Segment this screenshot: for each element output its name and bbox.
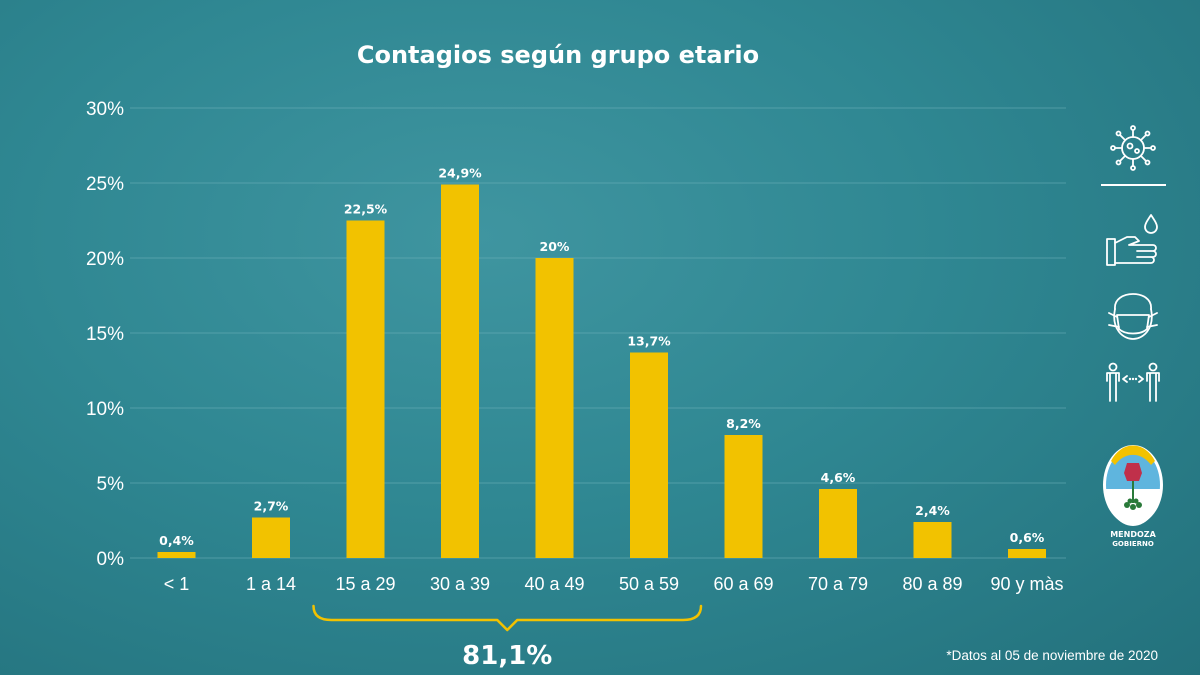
data-label: 20% — [540, 239, 570, 254]
y-tick-label: 0% — [97, 549, 125, 570]
group-total-label: 81,1% — [462, 641, 552, 671]
x-tick-label: 1 a 14 — [246, 574, 296, 594]
data-label: 2,4% — [915, 503, 950, 518]
x-tick-label: 50 a 59 — [619, 574, 679, 594]
group-bracket — [312, 604, 703, 632]
y-tick-label: 25% — [86, 174, 124, 195]
x-tick-label: < 1 — [164, 574, 190, 594]
bar — [819, 489, 857, 558]
face-mask-icon — [1108, 293, 1158, 340]
logo-line2: GOBIERNO — [1112, 540, 1154, 548]
y-tick-label: 30% — [86, 99, 124, 120]
x-tick-label: 40 a 49 — [524, 574, 584, 594]
footnote: *Datos al 05 de noviembre de 2020 — [946, 648, 1158, 663]
data-labels: 0,4% 2,7% 22,5% 24,9% 20% 13,7% 8,2% 4,6% 2,4% 0,… — [159, 166, 1045, 549]
bar — [346, 220, 385, 558]
y-tick-label: 5% — [97, 474, 125, 495]
data-label: 0,6% — [1010, 530, 1045, 545]
data-label: 8,2% — [726, 416, 761, 431]
bar — [724, 435, 763, 558]
data-label: 22,5% — [344, 202, 388, 217]
data-label: 2,7% — [254, 499, 289, 514]
mendoza-gobierno-logo: MENDOZA GOBIERNO — [1103, 445, 1163, 548]
y-axis-ticks: 0% 5% 10% 15% 20% 25% 30% — [86, 99, 124, 570]
data-label: 4,6% — [821, 470, 856, 485]
x-tick-label: 70 a 79 — [808, 574, 868, 594]
bar — [1008, 549, 1046, 558]
virus-icon — [1110, 125, 1156, 171]
chart-title: Contagios según grupo etario — [357, 41, 759, 69]
bar — [913, 522, 952, 558]
logo-line1: MENDOZA — [1110, 530, 1156, 539]
handwash-icon — [1106, 214, 1158, 266]
social-distance-icon — [1106, 362, 1160, 402]
x-tick-label: 15 a 29 — [335, 574, 395, 594]
bar — [252, 517, 290, 558]
bar — [535, 258, 574, 558]
y-tick-label: 15% — [86, 324, 124, 345]
data-label: 0,4% — [159, 533, 194, 548]
x-tick-label: 30 a 39 — [430, 574, 490, 594]
x-tick-label: 60 a 69 — [713, 574, 773, 594]
gridlines — [130, 107, 1066, 559]
x-tick-label: 80 a 89 — [902, 574, 962, 594]
bar — [157, 552, 196, 558]
bar — [441, 184, 479, 558]
bars — [157, 184, 1046, 558]
y-tick-label: 10% — [86, 399, 124, 420]
data-label: 13,7% — [627, 334, 671, 349]
data-label: 24,9% — [438, 166, 482, 181]
y-tick-label: 20% — [86, 249, 124, 270]
x-axis-ticks: < 1 1 a 14 15 a 29 30 a 39 40 a 49 50 a 59 60 … — [164, 574, 1064, 594]
bar — [630, 352, 668, 558]
x-tick-label: 90 y màs — [990, 574, 1063, 594]
